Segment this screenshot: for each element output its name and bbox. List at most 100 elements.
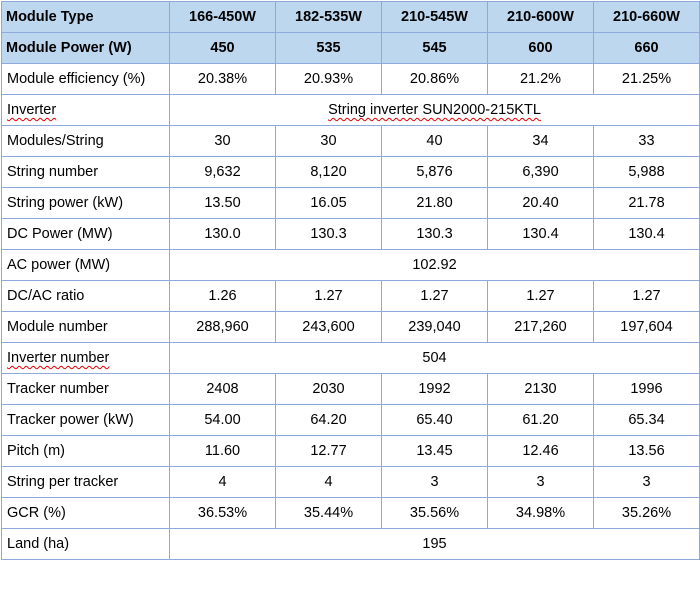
table-cell: 1996 [593,373,700,405]
table-cell: 2408 [169,373,276,405]
table-cell: 16.05 [275,187,382,219]
row-label: Module efficiency (%) [1,63,170,95]
table-cell: 30 [275,125,382,157]
merged-cell: String inverter SUN2000-215KTL [169,94,700,126]
table-cell: 197,604 [593,311,700,343]
table-row: Pitch (m) 11.60 12.77 13.45 12.46 13.56 [1,435,700,467]
row-label: AC power (MW) [1,249,170,281]
table-cell: 130.4 [487,218,594,250]
table-cell: 130.3 [381,218,488,250]
table-cell: 20.38% [169,63,276,95]
table-cell: 243,600 [275,311,382,343]
merged-cell: 504 [169,342,700,374]
table-cell: 35.44% [275,497,382,529]
table-cell: 21.25% [593,63,700,95]
header-row-module-type: Module Type 166-450W 182-535W 210-545W 2… [1,1,700,33]
table-cell: 4 [275,466,382,498]
table-cell: 34 [487,125,594,157]
table-cell: 217,260 [487,311,594,343]
table-cell: 6,390 [487,156,594,188]
table-cell: 13.56 [593,435,700,467]
table-cell: 1.27 [275,280,382,312]
table-cell: 3 [487,466,594,498]
table-cell: 1.27 [593,280,700,312]
table-row: Inverter String inverter SUN2000-215KTL [1,94,700,126]
table-cell: 36.53% [169,497,276,529]
header-cell: 210-600W [487,1,594,33]
table-cell: 9,632 [169,156,276,188]
row-label-text: Inverter number [7,350,110,366]
table-cell: 13.45 [381,435,488,467]
header-cell: 600 [487,32,594,64]
row-label: Inverter [1,94,170,126]
header-label-module-power: Module Power (W) [1,32,170,64]
row-label: DC Power (MW) [1,218,170,250]
header-cell: 210-545W [381,1,488,33]
table-cell: 40 [381,125,488,157]
table-row: String per tracker 4 4 3 3 3 [1,466,700,498]
table-row: Module number 288,960 243,600 239,040 21… [1,311,700,343]
table-row: Inverter number 504 [1,342,700,374]
row-label: Pitch (m) [1,435,170,467]
table-cell: 13.50 [169,187,276,219]
table-cell: 1992 [381,373,488,405]
table-cell: 5,876 [381,156,488,188]
table-cell: 65.34 [593,404,700,436]
table-cell: 130.4 [593,218,700,250]
row-label: Module number [1,311,170,343]
header-cell: 545 [381,32,488,64]
row-label: String per tracker [1,466,170,498]
table-row: Tracker power (kW) 54.00 64.20 65.40 61.… [1,404,700,436]
table-cell: 2030 [275,373,382,405]
table-cell: 20.40 [487,187,594,219]
table-row: DC Power (MW) 130.0 130.3 130.3 130.4 13… [1,218,700,250]
table-row: DC/AC ratio 1.26 1.27 1.27 1.27 1.27 [1,280,700,312]
table-cell: 35.56% [381,497,488,529]
table-cell: 3 [593,466,700,498]
merged-cell: 195 [169,528,700,560]
row-label-text: Inverter [7,102,57,118]
table-cell: 20.93% [275,63,382,95]
header-row-module-power: Module Power (W) 450 535 545 600 660 [1,32,700,64]
row-label: Tracker number [1,373,170,405]
table-row: AC power (MW) 102.92 [1,249,700,281]
table-cell: 61.20 [487,404,594,436]
header-cell: 210-660W [593,1,700,33]
row-label: Land (ha) [1,528,170,560]
row-label: Inverter number [1,342,170,374]
header-label-module-type: Module Type [1,1,170,33]
table-cell: 3 [381,466,488,498]
table-cell: 1.27 [487,280,594,312]
table-row: Module efficiency (%) 20.38% 20.93% 20.8… [1,63,700,95]
table-cell: 21.2% [487,63,594,95]
header-cell: 660 [593,32,700,64]
table-cell: 130.3 [275,218,382,250]
table-cell: 65.40 [381,404,488,436]
table-cell: 5,988 [593,156,700,188]
table-row: String number 9,632 8,120 5,876 6,390 5,… [1,156,700,188]
table-row: Modules/String 30 30 40 34 33 [1,125,700,157]
table-cell: 33 [593,125,700,157]
table-cell: 288,960 [169,311,276,343]
table-cell: 4 [169,466,276,498]
table-cell: 21.80 [381,187,488,219]
row-label: Tracker power (kW) [1,404,170,436]
table-cell: 64.20 [275,404,382,436]
table-cell: 8,120 [275,156,382,188]
table-cell: 20.86% [381,63,488,95]
row-label: Modules/String [1,125,170,157]
table-cell: 1.26 [169,280,276,312]
table-row: Land (ha) 195 [1,528,700,560]
merged-cell: 102.92 [169,249,700,281]
header-cell: 182-535W [275,1,382,33]
table-cell: 11.60 [169,435,276,467]
table-cell: 34.98% [487,497,594,529]
module-comparison-table: Module Type 166-450W 182-535W 210-545W 2… [1,1,700,560]
row-label: DC/AC ratio [1,280,170,312]
row-label: String number [1,156,170,188]
table-cell: 35.26% [593,497,700,529]
merged-cell-text: String inverter SUN2000-215KTL [328,102,541,118]
header-cell: 166-450W [169,1,276,33]
table-cell: 130.0 [169,218,276,250]
header-cell: 450 [169,32,276,64]
